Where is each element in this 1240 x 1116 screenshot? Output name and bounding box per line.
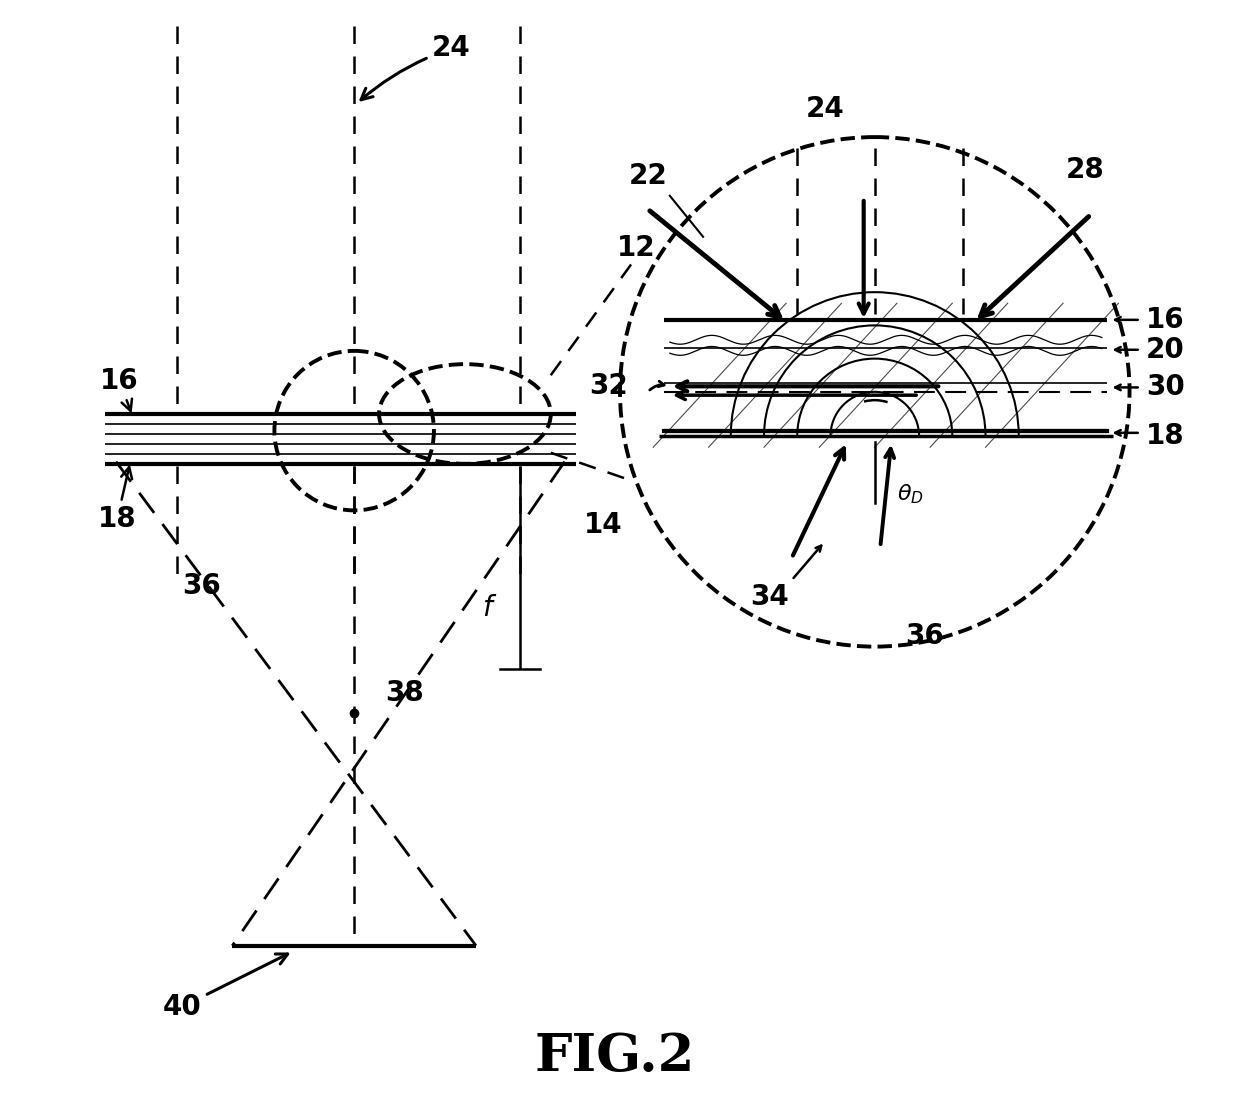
Text: f: f: [482, 594, 492, 622]
Text: 12: 12: [618, 234, 656, 262]
Text: 32: 32: [589, 373, 629, 401]
Text: 28: 28: [1066, 156, 1105, 184]
Text: 34: 34: [750, 583, 789, 610]
Text: 40: 40: [164, 954, 288, 1021]
Text: 16: 16: [100, 367, 139, 411]
Text: 16: 16: [1146, 306, 1184, 334]
Text: $\theta_D$: $\theta_D$: [897, 482, 924, 506]
Text: 18: 18: [1146, 422, 1184, 450]
Text: 30: 30: [1146, 374, 1185, 402]
Text: 36: 36: [905, 622, 944, 650]
Text: 14: 14: [584, 511, 622, 539]
Text: 18: 18: [98, 468, 136, 533]
Text: 22: 22: [629, 162, 667, 190]
Text: FIG.2: FIG.2: [534, 1031, 694, 1081]
Text: 24: 24: [361, 35, 470, 99]
Text: 20: 20: [1146, 336, 1185, 364]
Text: 24: 24: [806, 95, 844, 124]
Text: 38: 38: [386, 680, 424, 708]
Text: 36: 36: [182, 571, 221, 599]
